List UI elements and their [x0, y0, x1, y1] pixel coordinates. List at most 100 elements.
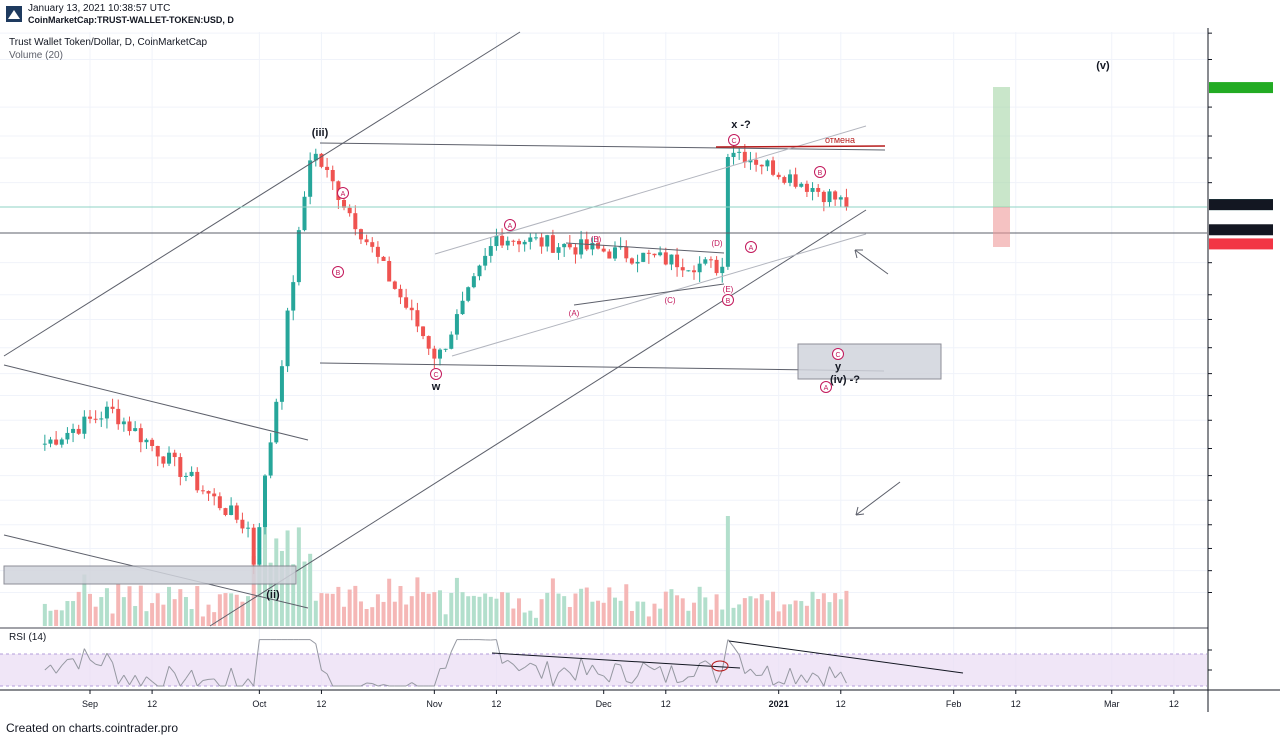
candle-body	[251, 527, 256, 565]
volume-bar	[680, 598, 685, 626]
wave-letter: C	[433, 372, 438, 379]
candle-body	[601, 248, 606, 252]
rsi-line	[626, 681, 633, 684]
candle-body	[330, 169, 335, 182]
rsi-line	[778, 681, 785, 685]
candle-body	[737, 151, 742, 153]
candle-body	[590, 242, 595, 250]
volume-bar	[618, 600, 623, 626]
price-chart[interactable]: (iii) (ii) w x -? y(iv) -? (v) A B C A C B A C B A (B) (D…	[0, 0, 1280, 712]
candle-body	[347, 207, 352, 214]
candle-body	[562, 243, 567, 248]
time-tick-label: Mar	[1104, 699, 1120, 709]
volume-bar	[364, 608, 369, 626]
time-tick-label: 12	[316, 699, 326, 709]
candle-body	[48, 439, 53, 444]
volume-bar	[477, 596, 482, 626]
volume-bar	[759, 594, 764, 626]
candle-body	[133, 428, 138, 432]
volume-bar	[313, 600, 318, 626]
support-line	[319, 362, 885, 372]
volume-bar	[466, 596, 471, 626]
volume-bar	[596, 600, 601, 626]
candle-body	[195, 471, 200, 491]
rsi-line	[535, 665, 543, 679]
volume-bar	[240, 601, 245, 626]
candle-body	[200, 490, 205, 492]
candle-body	[319, 153, 324, 167]
rsi-line	[72, 658, 80, 670]
volume-bar	[308, 553, 313, 626]
rsi-line	[67, 658, 74, 660]
rsi-line	[501, 659, 508, 664]
candle-body	[116, 408, 121, 425]
volume-bar	[65, 601, 70, 626]
candle-body	[409, 307, 414, 311]
volume-bar	[167, 586, 172, 626]
candle-body	[240, 519, 245, 529]
rsi-line	[44, 664, 51, 671]
candle-body	[488, 246, 493, 256]
candle-body	[477, 265, 482, 277]
rsi-line	[541, 661, 548, 679]
volume-bar	[409, 596, 414, 626]
volume-bar	[121, 597, 126, 626]
rsi-line	[721, 639, 729, 671]
rsi-line	[123, 674, 130, 686]
candle-body	[144, 439, 149, 443]
channel-upper-line	[3, 31, 521, 357]
volume-bar	[189, 609, 194, 626]
volume-bar	[454, 577, 459, 626]
volume-bar	[584, 587, 589, 626]
rsi-line	[95, 663, 102, 667]
volume-bar	[127, 586, 132, 626]
volume-bar	[646, 616, 651, 626]
volume-bar	[827, 602, 832, 626]
candle-body	[262, 475, 267, 528]
rsi-line	[648, 666, 655, 671]
rsi-line	[50, 664, 57, 674]
rsi-line	[654, 665, 661, 671]
rsi-line	[670, 665, 678, 683]
price-label-box	[1209, 224, 1273, 236]
rsi-line	[546, 661, 554, 687]
candle-body	[748, 159, 753, 163]
candle-body	[246, 527, 251, 529]
wave-letter-paren: (E)	[723, 285, 734, 294]
volume-bar	[48, 610, 53, 626]
candle-body	[612, 247, 617, 259]
volume-bar	[720, 609, 725, 626]
rsi-line	[823, 666, 830, 687]
rsi-line	[89, 659, 96, 665]
rsi-line	[372, 683, 379, 687]
volume-label: Volume (20)	[9, 50, 63, 61]
candle-body	[415, 310, 420, 327]
volume-bar	[517, 598, 522, 626]
volume-bar	[330, 593, 335, 626]
price-label-box	[1209, 82, 1273, 94]
volume-bar	[116, 584, 121, 626]
candle-body	[725, 157, 730, 267]
volume-bar	[268, 562, 273, 626]
rsi-line	[829, 666, 836, 679]
rsi-line	[552, 672, 559, 687]
volume-bar	[138, 585, 143, 626]
rsi-line	[242, 678, 249, 687]
volume-bar	[663, 591, 668, 626]
candle-body	[703, 259, 708, 264]
volume-bar	[748, 596, 753, 626]
arrow-line	[855, 481, 901, 516]
volume-bar	[358, 601, 363, 626]
volume-bar	[500, 592, 505, 626]
wave-letter: A	[508, 223, 513, 230]
volume-bar	[415, 577, 420, 626]
candle-body	[494, 235, 499, 247]
rsi-line	[676, 680, 683, 684]
candle-body	[432, 348, 437, 359]
volume-bar	[375, 594, 380, 626]
rsi-line	[162, 666, 170, 687]
rsi-line	[766, 665, 774, 686]
volume-bar	[336, 586, 341, 626]
volume-bar	[810, 591, 815, 626]
rsi-line	[518, 667, 525, 672]
